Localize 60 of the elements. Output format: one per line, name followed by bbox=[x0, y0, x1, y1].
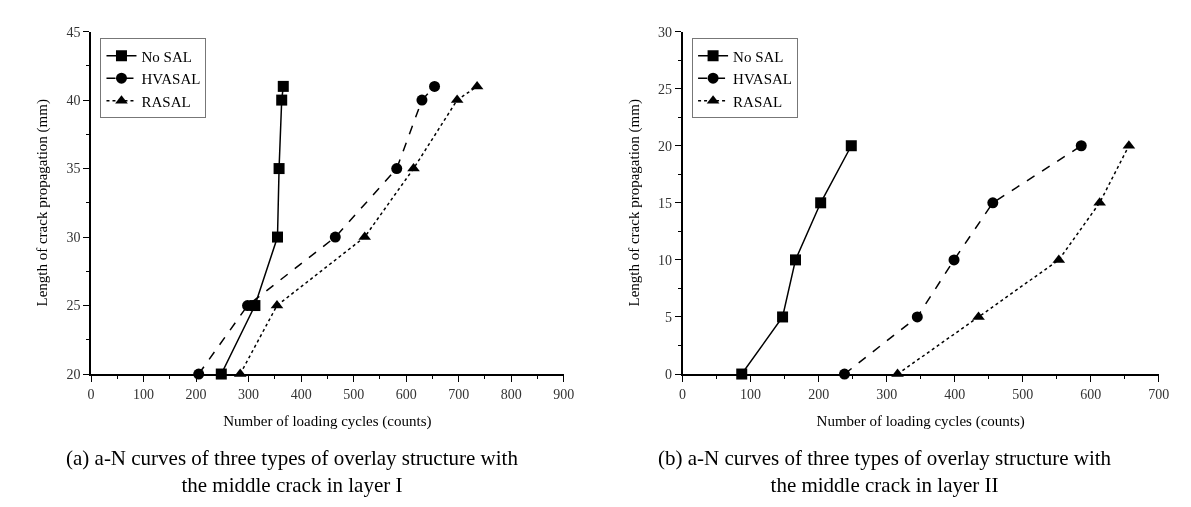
point bbox=[276, 94, 288, 106]
point bbox=[911, 311, 923, 323]
legend-label: No SAL bbox=[733, 48, 784, 65]
x-tick-label: 100 bbox=[133, 386, 155, 402]
y-tick-label: 30 bbox=[66, 229, 81, 245]
x-tick-label: 900 bbox=[553, 386, 575, 402]
x-tick-label: 400 bbox=[290, 386, 312, 402]
y-tick-label: 25 bbox=[658, 81, 672, 97]
y-axis-title: Length of crack propagation (mm) bbox=[34, 99, 52, 307]
x-tick-label: 200 bbox=[808, 386, 830, 402]
y-tick-label: 30 bbox=[658, 24, 672, 40]
x-tick-label: 300 bbox=[876, 386, 898, 402]
y-axis-title: Length of crack propagation (mm) bbox=[625, 99, 643, 307]
x-tick-label: 200 bbox=[185, 386, 207, 402]
legend-label: HVASAL bbox=[733, 71, 792, 88]
point bbox=[329, 231, 341, 243]
x-tick-label: 500 bbox=[343, 386, 365, 402]
text: (b) a-N curves of three types of overlay structure with the middle crack in layer II bbox=[658, 446, 1112, 498]
x-tick-label: 100 bbox=[740, 386, 762, 402]
legend-label: HVASAL bbox=[141, 71, 201, 88]
point bbox=[777, 311, 789, 323]
point bbox=[845, 140, 857, 152]
point bbox=[1075, 140, 1087, 152]
point bbox=[271, 231, 283, 243]
y-tick-label: 20 bbox=[658, 138, 672, 154]
x-tick-label: 0 bbox=[679, 386, 687, 402]
x-tick-label: 500 bbox=[1012, 386, 1034, 402]
y-tick-label: 35 bbox=[66, 161, 81, 177]
x-tick-label: 700 bbox=[1148, 386, 1170, 402]
y-tick-label: 45 bbox=[66, 24, 81, 40]
y-tick-label: 40 bbox=[66, 92, 81, 108]
x-tick-label: 800 bbox=[500, 386, 522, 402]
legend-label: RASAL bbox=[733, 93, 783, 110]
point bbox=[391, 163, 403, 175]
point bbox=[815, 197, 827, 209]
point bbox=[429, 80, 441, 92]
point bbox=[273, 163, 285, 175]
y-tick-label: 5 bbox=[665, 309, 672, 325]
x-tick-label: 400 bbox=[944, 386, 966, 402]
x-axis-title: Number of loading cycles (counts) bbox=[816, 413, 1025, 431]
point bbox=[470, 80, 484, 90]
point bbox=[790, 254, 801, 266]
y-tick-label: 20 bbox=[66, 366, 81, 382]
y-tick-label: 10 bbox=[658, 252, 672, 268]
y-tick-label: 25 bbox=[66, 298, 81, 314]
x-tick-label: 300 bbox=[238, 386, 260, 402]
legend-label: RASAL bbox=[141, 93, 191, 110]
point bbox=[416, 94, 428, 106]
y-tick-label: 15 bbox=[658, 195, 672, 211]
x-tick-label: 600 bbox=[395, 386, 417, 402]
x-tick-label: 600 bbox=[1080, 386, 1102, 402]
y-tick-label: 0 bbox=[665, 366, 672, 382]
point bbox=[987, 197, 999, 209]
x-axis-title: Number of loading cycles (counts) bbox=[223, 413, 432, 431]
x-tick-label: 700 bbox=[448, 386, 470, 402]
legend-label: No SAL bbox=[141, 48, 192, 65]
x-tick-label: 0 bbox=[87, 386, 95, 402]
point bbox=[948, 254, 960, 266]
point bbox=[277, 80, 289, 92]
text: (a) a-N curves of three types of overlay structure with the middle crack in layer I bbox=[66, 446, 519, 498]
